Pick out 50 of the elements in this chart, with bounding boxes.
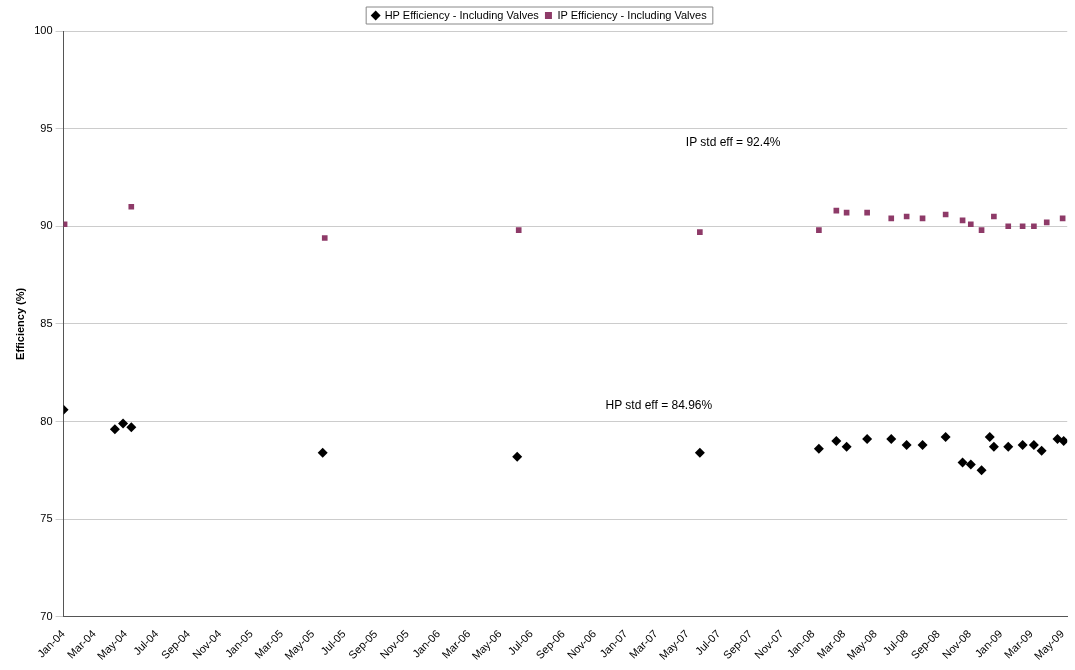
point: [126, 422, 137, 433]
point: [816, 227, 822, 233]
point: [917, 439, 928, 450]
point: [694, 447, 705, 458]
point: [697, 229, 703, 235]
point: [1043, 219, 1050, 226]
point: [965, 459, 976, 470]
point: [1003, 441, 1014, 452]
point: [831, 436, 842, 447]
point: [901, 439, 912, 450]
point: [128, 203, 135, 210]
annotation: IP std eff = 92.4%: [685, 134, 781, 149]
annotation: HP std eff = 84.96%: [605, 398, 713, 413]
point: [940, 432, 951, 443]
point: [888, 215, 895, 222]
point: [967, 221, 974, 228]
point: [1019, 223, 1026, 230]
point: [1005, 223, 1012, 230]
point: [317, 447, 328, 458]
point: [1017, 439, 1028, 450]
point: [1031, 223, 1037, 230]
point: [1058, 436, 1068, 447]
point: [118, 418, 129, 429]
point: [978, 227, 985, 233]
y-tick-label: 100: [34, 24, 53, 37]
legend-label: IP Efficiency - Including Valves: [557, 8, 708, 21]
point: [957, 457, 968, 468]
y-tick-label: 75: [40, 512, 53, 525]
point: [1028, 439, 1039, 450]
point: [512, 451, 523, 462]
y-tick-label: 90: [40, 219, 53, 232]
legend-label: HP Efficiency - Including Valves: [384, 8, 540, 21]
point: [813, 443, 824, 454]
point: [976, 465, 987, 476]
y-axis-title: Efficiency (%): [13, 287, 26, 360]
y-tick-label: 95: [40, 121, 53, 134]
point: [321, 235, 328, 241]
point: [841, 441, 852, 452]
y-tick-label: 80: [40, 414, 53, 427]
y-tick-label: 70: [40, 609, 53, 622]
point: [886, 434, 897, 445]
point: [862, 434, 873, 445]
point: [988, 441, 999, 452]
point: [1036, 445, 1047, 456]
point: [109, 424, 120, 435]
point: [984, 432, 995, 443]
y-tick-label: 85: [40, 316, 53, 329]
point: [864, 209, 870, 216]
point: [991, 213, 997, 220]
point: [515, 227, 522, 233]
